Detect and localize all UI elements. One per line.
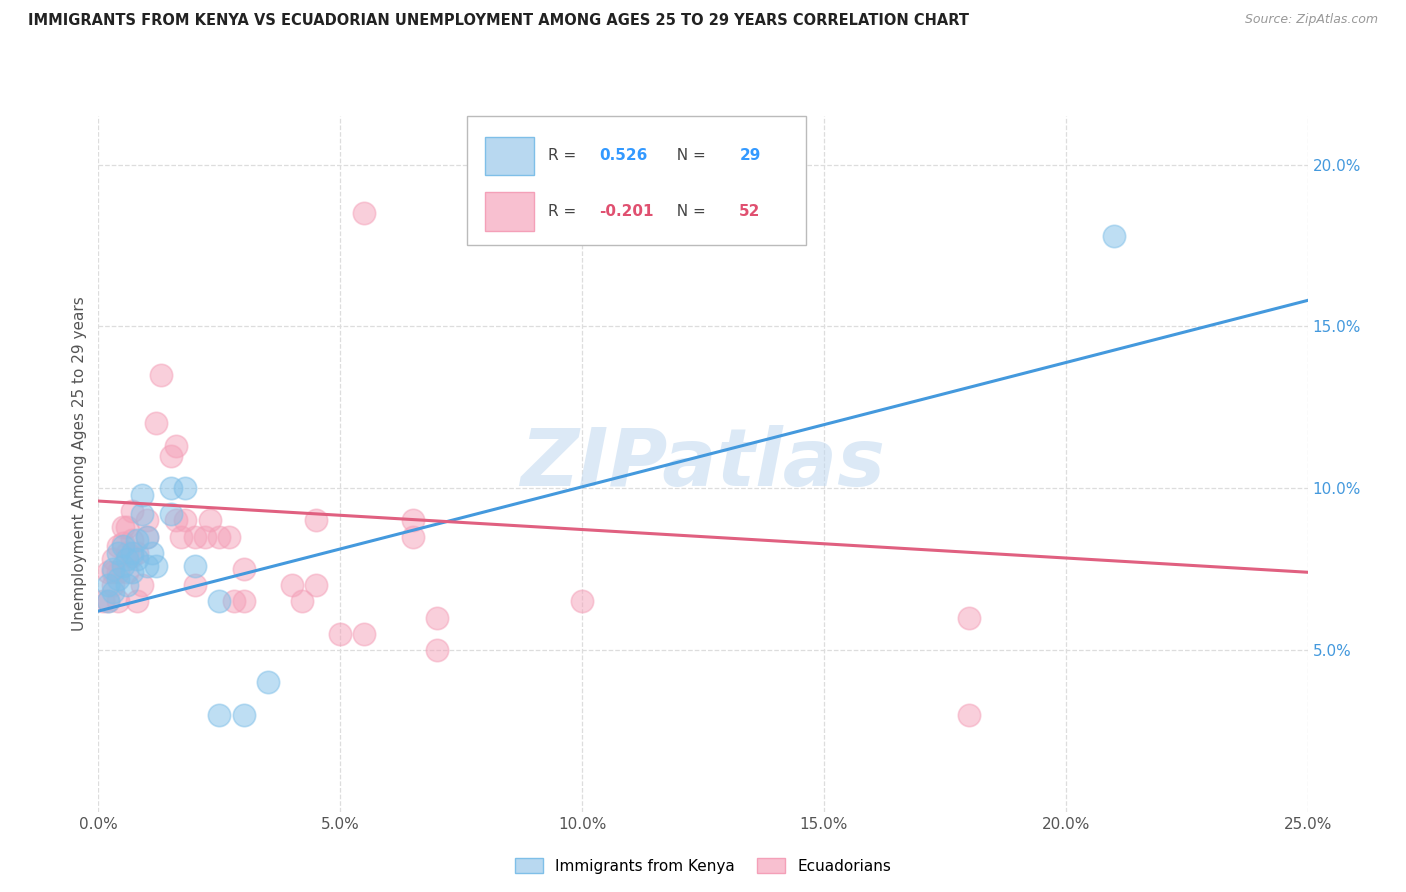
Point <box>101 566 124 580</box>
Point <box>232 594 254 608</box>
Point <box>131 507 153 521</box>
Point <box>111 558 134 573</box>
Point <box>208 530 231 544</box>
Point <box>111 536 134 550</box>
Point <box>97 578 120 592</box>
Point <box>127 546 149 560</box>
Point <box>91 594 114 608</box>
Point <box>232 562 254 576</box>
Point <box>232 707 254 722</box>
Point <box>426 643 449 657</box>
Point <box>1102 228 1125 243</box>
Point <box>160 449 183 463</box>
Point <box>957 707 980 722</box>
Point <box>402 513 425 527</box>
Text: 29: 29 <box>740 148 761 163</box>
Point <box>329 626 352 640</box>
Point <box>111 520 134 534</box>
Point <box>117 546 139 560</box>
Point <box>141 546 163 560</box>
Point <box>160 481 183 495</box>
Point <box>222 594 245 608</box>
FancyBboxPatch shape <box>485 193 534 231</box>
Point <box>131 487 153 501</box>
FancyBboxPatch shape <box>467 116 806 244</box>
Point <box>160 507 183 521</box>
Point <box>184 530 207 544</box>
Point <box>290 594 312 608</box>
Point <box>256 675 278 690</box>
Text: IMMIGRANTS FROM KENYA VS ECUADORIAN UNEMPLOYMENT AMONG AGES 25 TO 29 YEARS CORRE: IMMIGRANTS FROM KENYA VS ECUADORIAN UNEM… <box>28 13 969 29</box>
Point <box>402 530 425 544</box>
Point <box>150 368 173 382</box>
Point <box>121 533 143 547</box>
Point <box>353 206 375 220</box>
Text: -0.201: -0.201 <box>599 204 654 219</box>
Point <box>121 549 143 563</box>
Point <box>145 417 167 431</box>
Point <box>97 594 120 608</box>
Point <box>111 540 134 554</box>
Point <box>131 578 153 592</box>
Legend: Immigrants from Kenya, Ecuadorians: Immigrants from Kenya, Ecuadorians <box>509 852 897 880</box>
Text: R =: R = <box>548 204 581 219</box>
FancyBboxPatch shape <box>485 136 534 175</box>
Point <box>305 513 328 527</box>
Point <box>117 552 139 566</box>
Point <box>101 562 124 576</box>
Point <box>121 504 143 518</box>
Point <box>127 533 149 547</box>
Point <box>184 578 207 592</box>
Point <box>218 530 240 544</box>
Point <box>281 578 304 592</box>
Point <box>101 552 124 566</box>
Text: N =: N = <box>666 204 710 219</box>
Point <box>165 439 187 453</box>
Point <box>145 558 167 573</box>
Text: N =: N = <box>666 148 710 163</box>
Point <box>127 594 149 608</box>
Text: 52: 52 <box>740 204 761 219</box>
Point <box>127 552 149 566</box>
Point <box>426 610 449 624</box>
Point <box>117 520 139 534</box>
Text: 0.526: 0.526 <box>599 148 647 163</box>
Point <box>107 540 129 554</box>
Point <box>174 481 197 495</box>
Point <box>174 513 197 527</box>
Point <box>97 566 120 580</box>
Point <box>117 566 139 580</box>
Point <box>135 530 157 544</box>
Point <box>101 584 124 599</box>
Point <box>135 513 157 527</box>
Point <box>121 566 143 580</box>
Point <box>97 594 120 608</box>
Point <box>165 513 187 527</box>
Point <box>208 707 231 722</box>
Point <box>107 566 129 580</box>
Y-axis label: Unemployment Among Ages 25 to 29 years: Unemployment Among Ages 25 to 29 years <box>72 296 87 632</box>
Text: ZIPatlas: ZIPatlas <box>520 425 886 503</box>
Point <box>121 546 143 560</box>
Point <box>107 572 129 586</box>
Point <box>208 594 231 608</box>
Point <box>184 558 207 573</box>
Text: Source: ZipAtlas.com: Source: ZipAtlas.com <box>1244 13 1378 27</box>
Point <box>107 594 129 608</box>
Point <box>198 513 221 527</box>
Point <box>107 546 129 560</box>
Point <box>135 530 157 544</box>
Point <box>194 530 217 544</box>
Point <box>101 578 124 592</box>
Text: R =: R = <box>548 148 581 163</box>
Point <box>305 578 328 592</box>
Point <box>117 578 139 592</box>
Point <box>169 530 191 544</box>
Point <box>957 610 980 624</box>
Point <box>135 558 157 573</box>
Point <box>353 626 375 640</box>
Point <box>571 594 593 608</box>
